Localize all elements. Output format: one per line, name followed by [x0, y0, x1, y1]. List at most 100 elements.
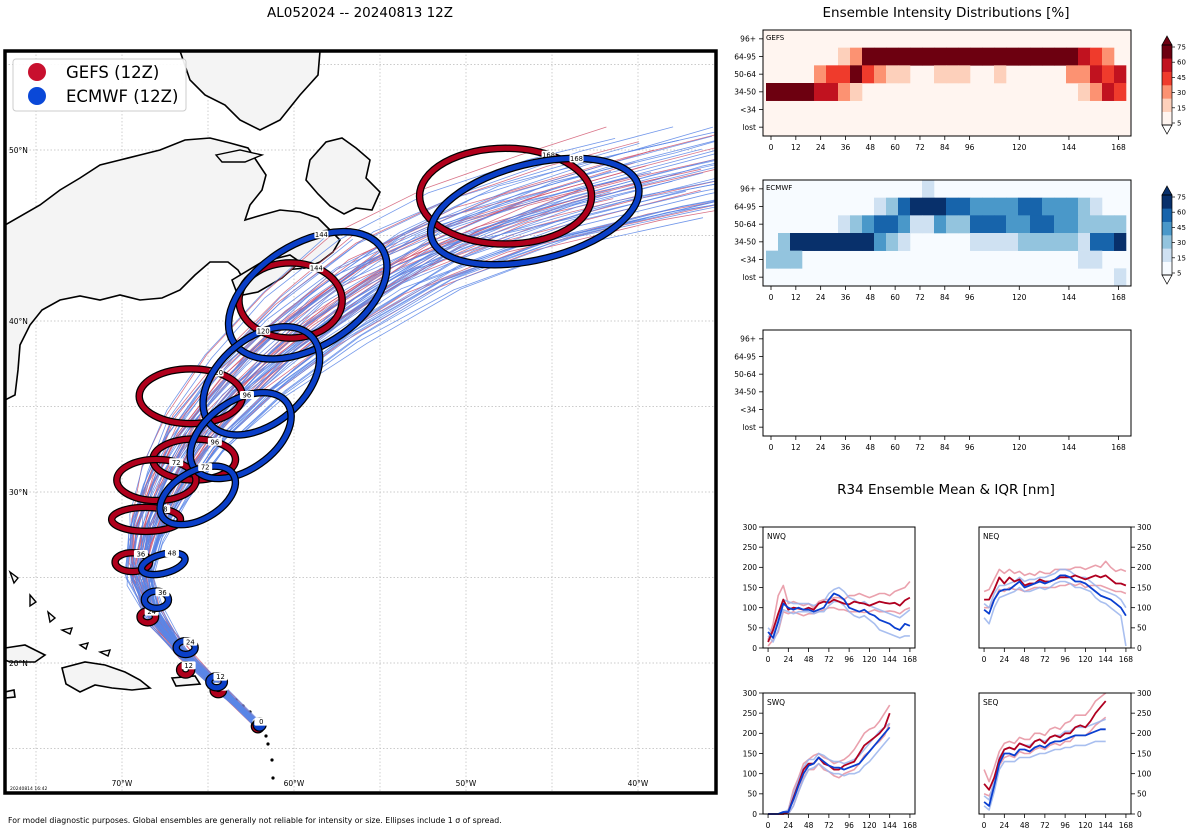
heatmap-cell — [814, 65, 827, 84]
heatmap-hour-label: 60 — [890, 143, 900, 152]
r34-series-line — [767, 586, 911, 635]
heatmap-cell — [958, 197, 971, 216]
heatmap-cell — [874, 215, 887, 234]
heatmap-cell — [862, 215, 875, 234]
heatmap-cell — [1018, 197, 1031, 216]
colorbar-tick-label: 30 — [1177, 239, 1186, 247]
heatmap-cell — [922, 47, 935, 66]
heatmap-cell — [838, 233, 851, 251]
heatmap-cell — [910, 47, 923, 66]
ellipse-label-box — [314, 230, 329, 239]
heatmap-cell — [1114, 65, 1127, 84]
colorbar-tick-label: 75 — [1177, 44, 1186, 52]
r34-ytick-label: 200 — [743, 563, 758, 572]
heatmap-cell — [994, 215, 1007, 234]
ellipse-hour-label: 36 — [158, 589, 167, 597]
r34-xtick-label: 48 — [1020, 821, 1030, 830]
heatmap-cell — [1042, 215, 1055, 234]
colorbar-bottom-arrow — [1161, 274, 1173, 285]
r34-panel: NEQ 0 50 100 150 200 250 300 0 24 48 72 96 120 144 168 — [978, 523, 1152, 664]
heatmap-cell — [946, 47, 959, 66]
heatmap-cell — [1078, 197, 1091, 216]
longitude-label: 60°W — [284, 779, 305, 788]
heatmap-cell — [958, 47, 971, 66]
heatmap-cell — [970, 215, 983, 234]
heatmap-cell — [850, 83, 863, 101]
ellipse-hour-label: 96 — [211, 438, 220, 446]
heatmap-cell — [1066, 215, 1079, 234]
r34-ytick-label: 150 — [743, 749, 758, 758]
heatmap-cell — [1030, 197, 1043, 216]
colorbar-segment — [1162, 221, 1172, 236]
heatmap-cell — [898, 233, 911, 251]
heatmap-cell — [898, 65, 911, 84]
heatmap-hour-label: 168 — [1111, 443, 1126, 452]
heatmap-hour-label: 120 — [1012, 293, 1027, 302]
colorbar-segment — [1162, 235, 1172, 249]
spread-ellipse — [139, 550, 188, 578]
r34-quadrant-label: SEQ — [983, 698, 998, 707]
colorbar-tick-label: 60 — [1177, 209, 1186, 217]
heatmap-hour-label: 36 — [841, 443, 851, 452]
ellipse-hour-label: 120 — [257, 328, 270, 336]
land-newfoundland — [305, 137, 381, 215]
r34-ytick-label: 50 — [747, 624, 757, 633]
ellipse-label-box — [213, 672, 228, 681]
r34-xtick-label: 96 — [844, 821, 854, 830]
heatmap-hour-label: 0 — [769, 293, 774, 302]
heatmap-background — [763, 330, 1131, 436]
heatmap-cell — [826, 233, 839, 251]
intensity-title: Ensemble Intensity Distributions [%] — [823, 5, 1070, 21]
colorbar-tick-label: 5 — [1177, 270, 1181, 278]
colorbar-top-arrow — [1161, 185, 1173, 196]
heatmap-cell — [874, 197, 887, 216]
heatmap-cell — [934, 215, 947, 234]
heatmap-cell — [790, 233, 803, 251]
r34-series-line — [983, 560, 1127, 593]
ellipse-hour-label: 120 — [210, 369, 223, 377]
r34-xtick-label: 144 — [883, 655, 898, 664]
intensity-heatmaps: GEFS 96+ 64-95 50-64 34-50 <34 lost 0 12 24 36 48 60… — [734, 29, 1186, 452]
ellipse-hour-label: 144 — [315, 231, 328, 239]
colorbar-tick-label: 75 — [1177, 194, 1186, 202]
heatmap-cell — [898, 47, 911, 66]
ellipse-hour-label: 48 — [168, 550, 177, 558]
heatmap-cell — [778, 233, 791, 251]
r34-ytick-label: 50 — [1137, 790, 1147, 799]
map-legend: GEFS (12Z) ECMWF (12Z) — [12, 58, 187, 112]
heatmap-cell — [1042, 197, 1055, 216]
heatmap-cell — [910, 215, 923, 234]
r34-ytick-label: 200 — [743, 729, 758, 738]
latitude-label: 30°N — [9, 488, 28, 497]
heatmap-hour-label: 84 — [940, 443, 950, 452]
heatmap-cell — [922, 215, 935, 234]
heatmap-cell — [826, 83, 839, 101]
heatmap-cell — [934, 47, 947, 66]
heatmap-cell — [1090, 197, 1103, 216]
colorbar-segment — [1162, 248, 1172, 262]
colorbar-tick-label: 45 — [1177, 224, 1186, 232]
longitude-label: 50°W — [456, 779, 477, 788]
latitude-label: 40°N — [9, 317, 28, 326]
heatmap-hour-label: 24 — [816, 143, 826, 152]
heatmap-cell — [790, 83, 803, 101]
r34-ytick-label: 100 — [1137, 769, 1152, 778]
land-cuba — [5, 644, 47, 663]
heatmap-category-label: 50-64 — [734, 70, 756, 79]
colorbar-tick-label: 45 — [1177, 74, 1186, 82]
heatmap-cell — [1114, 215, 1127, 234]
heatmap-cell — [1114, 83, 1127, 101]
r34-ytick-label: 0 — [752, 644, 757, 653]
r34-xtick-label: 120 — [862, 821, 877, 830]
heatmap-cell — [898, 197, 911, 216]
latitude-label: 50°N — [9, 146, 28, 155]
colorbar-tick-label: 30 — [1177, 89, 1186, 97]
heatmap-cell — [1090, 47, 1103, 66]
ellipse-label-box — [155, 588, 170, 597]
colorbar-segment — [1162, 111, 1172, 126]
land-jamaica — [5, 689, 16, 699]
heatmap-cell — [814, 233, 827, 251]
r34-ytick-label: 150 — [743, 583, 758, 592]
r34-ytick-label: 100 — [743, 603, 758, 612]
r34-xtick-label: 144 — [1099, 821, 1114, 830]
